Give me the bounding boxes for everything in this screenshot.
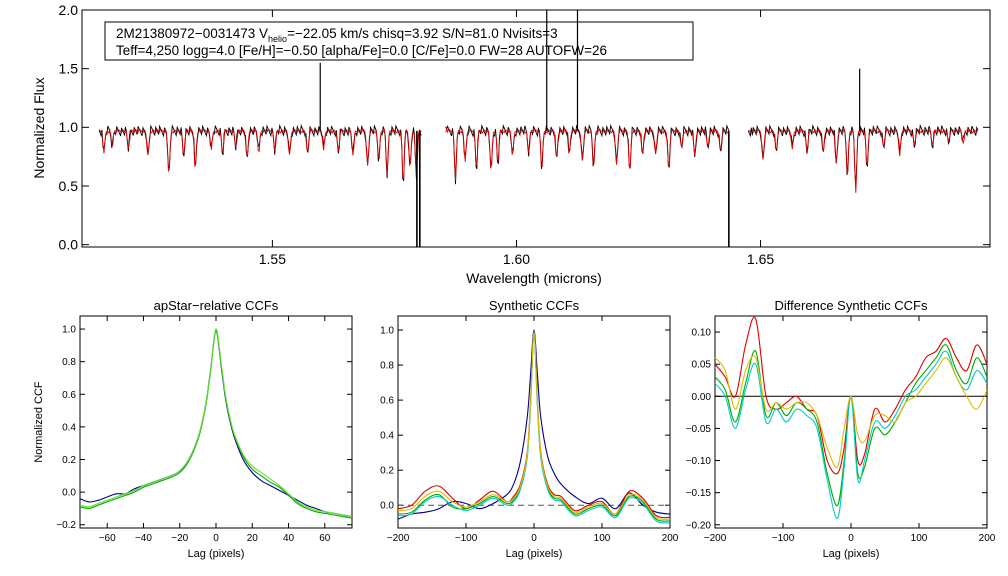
- x-tick-label: 1.60: [503, 251, 530, 267]
- synthetic-lines: [398, 329, 670, 524]
- y-tick-label: −0.05: [686, 424, 712, 435]
- difference-visit-1-line: [715, 316, 987, 475]
- observed-spectrum-chip-3: [747, 123, 979, 187]
- synthetic-ccf-panel: Synthetic CCFs Lag (pixels): [397, 298, 671, 560]
- y-tick-label: −0.2: [56, 520, 76, 531]
- x-tick-label: −200: [387, 533, 410, 544]
- synthetic-visit-3-line: [398, 332, 670, 524]
- synthetic-ticks: −200 −100 0 100 200 0.0 0.2 0.4 0.6 0.8 1.0: [380, 316, 679, 544]
- spectrum-frame: [81, 9, 991, 248]
- difference-visit-3-line: [715, 350, 987, 519]
- y-tick-label: 0.2: [62, 455, 76, 466]
- vhelio-stats: =−22.05 km/s chisq=3.92 S/N=81.0 Nvisits…: [287, 26, 558, 41]
- y-tick-label: 1.0: [59, 119, 79, 135]
- apstar-ccf-panel: apStar−relative CCFs Lag (pixels) Normal…: [33, 298, 353, 560]
- vhelio-subscript: helio: [268, 34, 287, 44]
- y-tick-label: 0.2: [380, 466, 394, 477]
- observed-spectrum-chip-2: [445, 123, 730, 185]
- x-tick-label: 40: [283, 533, 295, 544]
- y-tick-label: 0.6: [380, 396, 394, 407]
- y-tick-label: −0.20: [686, 520, 712, 531]
- x-tick-label: 0: [213, 533, 219, 544]
- y-tick-label: 2.0: [59, 2, 79, 18]
- x-tick-label: 0: [531, 533, 537, 544]
- y-tick-label: 0.5: [59, 178, 79, 194]
- y-tick-label: 0.4: [380, 431, 394, 442]
- x-tick-label: −100: [455, 533, 478, 544]
- apstar-ticks: −60 −40 −20 0 20 40 60 −0.2 0.0 0.2 0.4 0.6 0.8 1.0: [56, 316, 352, 544]
- info-line-2: Teff=4,250 logg=4.0 [Fe/H]=−0.50 [alpha/…: [116, 43, 607, 58]
- synthetic-ccf-title: Synthetic CCFs: [489, 298, 580, 313]
- model-spectrum-chip-1: [98, 127, 422, 179]
- object-id: 2M21380972−0031473: [116, 26, 255, 41]
- x-tick-label: −60: [99, 533, 116, 544]
- x-tick-label: 0: [848, 533, 854, 544]
- x-tick-label: 1.55: [259, 251, 286, 267]
- y-tick-label: 1.0: [62, 325, 76, 336]
- spectrum-ylabel: Normalized Flux: [31, 77, 47, 178]
- y-tick-label: 0.10: [692, 328, 712, 339]
- difference-visit-2-line: [715, 344, 987, 507]
- y-tick-label: 0.0: [59, 237, 79, 253]
- x-tick-label: −200: [704, 533, 727, 544]
- apstar-ccf-frame: [79, 315, 353, 529]
- y-tick-label: −0.10: [686, 456, 712, 467]
- synthetic-visit-1-line: [398, 331, 670, 519]
- difference-ccf-title: Difference Synthetic CCFs: [775, 298, 928, 313]
- info-box: [104, 21, 694, 61]
- apstar-ccf-xlabel: Lag (pixels): [188, 548, 245, 560]
- x-tick-label: 20: [247, 533, 259, 544]
- spectrum-ticks: 1.55 1.60 1.65 0.0 0.5 1.0 1.5 2.0: [59, 2, 990, 267]
- x-tick-label: 100: [911, 533, 928, 544]
- difference-visit-4-line: [715, 355, 987, 468]
- x-tick-label: 100: [594, 533, 611, 544]
- difference-ccf-xlabel: Lag (pixels): [823, 548, 880, 560]
- y-tick-label: −0.15: [686, 488, 712, 499]
- x-tick-label: 1.65: [747, 251, 774, 267]
- x-tick-label: −20: [171, 533, 188, 544]
- model-spectrum-chip-2: [445, 127, 730, 181]
- y-tick-label: 0.0: [62, 488, 76, 499]
- y-tick-label: 0.05: [692, 360, 712, 371]
- y-tick-label: 0.8: [62, 357, 76, 368]
- spectrum-panel: 2M21380972−0031473 Vhelio=−22.05 km/s ch…: [31, 9, 991, 286]
- y-tick-label: 1.0: [380, 326, 394, 337]
- y-tick-label: 1.5: [59, 61, 79, 77]
- y-tick-label: 0.8: [380, 361, 394, 372]
- apstar-visit-3-line: [80, 328, 352, 518]
- model-spectrum-chip-3: [748, 127, 979, 193]
- apstar-ccf-ylabel: Normalized CCF: [33, 381, 45, 463]
- apstar-ccf-title: apStar−relative CCFs: [154, 298, 279, 313]
- difference-ccf-frame: [714, 315, 988, 529]
- info-line-1: 2M21380972−0031473 Vhelio=−22.05 km/s ch…: [116, 26, 558, 44]
- spectrum-xlabel: Wavelength (microns): [466, 270, 602, 286]
- apstar-visit-1-line: [80, 330, 352, 518]
- y-tick-label: 0.4: [62, 422, 76, 433]
- apstar-visit-2-line: [80, 330, 352, 519]
- y-tick-label: 0.6: [62, 390, 76, 401]
- vhelio-symbol: V: [259, 26, 268, 41]
- x-tick-label: −100: [772, 533, 795, 544]
- synthetic-ccf-xlabel: Lag (pixels): [506, 548, 563, 560]
- synthetic-visit-4-line: [398, 331, 670, 520]
- difference-ccf-panel: Difference Synthetic CCFs Lag (pixels): [714, 298, 988, 560]
- y-tick-label: 0.0: [380, 501, 394, 512]
- x-tick-label: 60: [319, 533, 331, 544]
- x-tick-label: 200: [979, 533, 996, 544]
- difference-lines: [715, 316, 987, 519]
- y-tick-label: 0.00: [692, 392, 712, 403]
- spectrum-lines: [98, 10, 979, 247]
- x-tick-label: −40: [135, 533, 152, 544]
- apstar-lines: [80, 328, 352, 519]
- x-tick-label: 200: [662, 533, 679, 544]
